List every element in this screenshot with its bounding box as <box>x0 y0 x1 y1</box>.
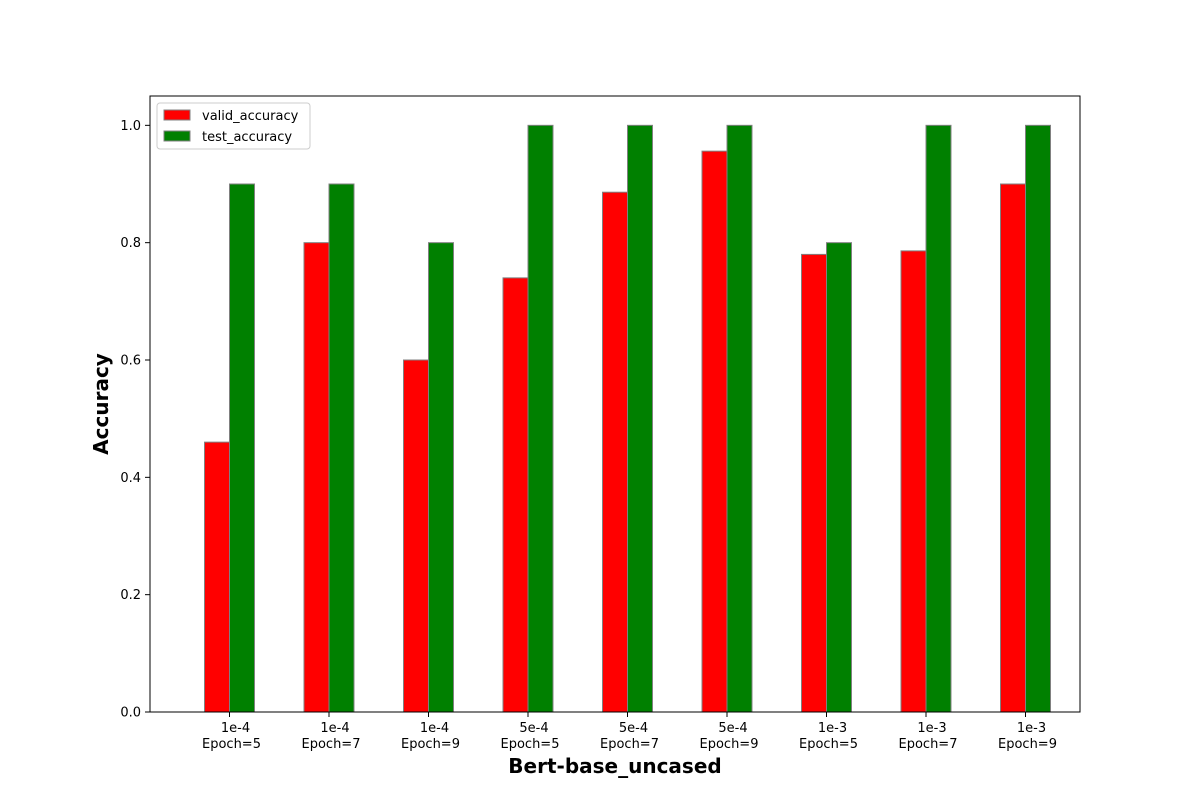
bar-valid-accuracy-7 <box>801 253 827 713</box>
legend-label-valid: valid_accuracy <box>202 109 299 124</box>
x-tick-label: 1e-4 Epoch=9 <box>401 721 460 752</box>
bar-test-accuracy-1 <box>229 183 255 713</box>
x-tick-label: 1e-3 Epoch=9 <box>998 721 1057 752</box>
bar-test-accuracy-6 <box>726 124 753 713</box>
bar-valid-accuracy-8 <box>900 250 927 713</box>
y-tick-label: 0.4 <box>120 471 141 486</box>
legend-swatch-test <box>163 130 191 142</box>
bar-valid-accuracy-9 <box>1000 183 1026 713</box>
x-axis: 1e-4 Epoch=5 1e-4 Epoch=7 1e-4 Epoch=9 5e-4 Epo… <box>202 712 1057 752</box>
bar-valid-accuracy-6 <box>701 150 728 713</box>
y-tick-label: 0.8 <box>120 236 141 251</box>
bars-layer <box>204 124 1051 713</box>
bar-valid-accuracy-3 <box>403 359 429 713</box>
y-tick-label: 1.0 <box>120 119 141 134</box>
plot-frame <box>149 95 1081 713</box>
legend-label-test: test_accuracy <box>202 130 292 145</box>
y-axis: 0.0 0.2 0.4 0.6 0.8 1.0 <box>120 119 150 721</box>
bar-test-accuracy-9 <box>1025 124 1051 713</box>
bar-valid-accuracy-2 <box>303 242 330 713</box>
bar-test-accuracy-3 <box>428 242 454 713</box>
x-tick-label: 5e-4 Epoch=9 <box>700 721 759 752</box>
bar-test-accuracy-2 <box>328 183 355 713</box>
bar-valid-accuracy-5 <box>602 191 628 713</box>
y-tick-label: 0.0 <box>120 706 141 721</box>
x-tick-label: 1e-4 Epoch=7 <box>302 721 361 752</box>
y-axis-title: Accuracy <box>89 353 113 455</box>
x-axis-title: Bert-base_uncased <box>508 754 721 778</box>
y-tick-label: 0.6 <box>120 354 141 369</box>
x-tick-label: 1e-3 Epoch=7 <box>899 721 958 752</box>
bar-test-accuracy-8 <box>925 124 952 713</box>
legend-box <box>156 102 311 150</box>
x-tick-label: 1e-3 Epoch=5 <box>799 721 858 752</box>
y-tick-label: 0.2 <box>120 588 141 603</box>
bar-valid-accuracy-4 <box>502 277 529 713</box>
legend: valid_accuracy test_accuracy <box>156 102 311 150</box>
x-tick-label: 1e-4 Epoch=5 <box>202 721 261 752</box>
bar-test-accuracy-5 <box>627 124 653 713</box>
legend-swatch-valid <box>163 109 191 121</box>
bar-test-accuracy-7 <box>826 242 852 713</box>
bar-valid-accuracy-1 <box>204 441 230 713</box>
x-tick-label: 5e-4 Epoch=7 <box>600 721 659 752</box>
bar-test-accuracy-4 <box>527 124 554 713</box>
x-tick-label: 5e-4 Epoch=5 <box>501 721 560 752</box>
